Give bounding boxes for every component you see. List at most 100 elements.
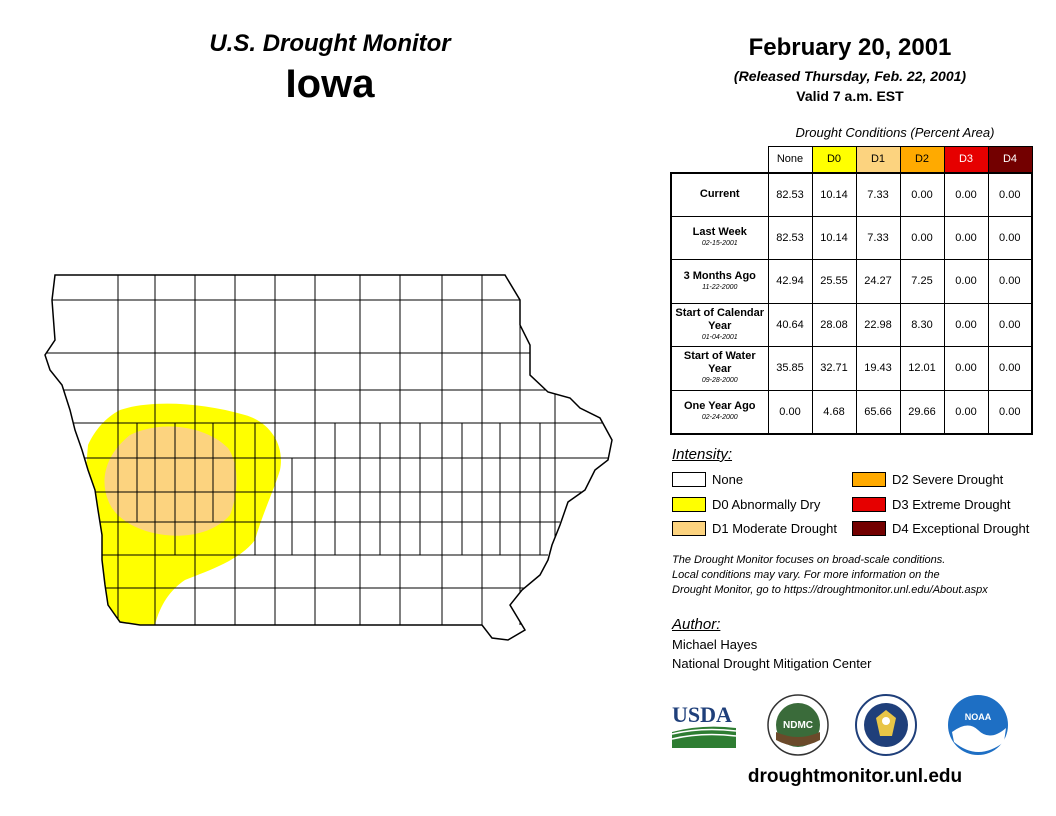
legend-swatch (672, 472, 706, 487)
legend-title: Intensity: (672, 446, 733, 463)
row-date: 02-24-2000 (701, 414, 738, 421)
author-name: Michael Hayes (672, 637, 758, 652)
row-date: 01-04-2001 (701, 333, 738, 341)
table-cell: 0.00 (987, 215, 1033, 260)
table-row: Current 82.53 10.14 7.33 0.00 0.00 0.00 (670, 171, 1033, 217)
county-lines (45, 275, 610, 625)
table-cell: 28.08 (811, 302, 857, 347)
legend-swatch (852, 521, 886, 536)
legend-item-d2: D2 Severe Drought (852, 472, 1003, 487)
commerce-seal-logo (855, 694, 917, 756)
table-row: Start of Calendar Year 01-04-2001 40.64 2… (670, 302, 1033, 347)
table-cell: 0.00 (943, 171, 989, 217)
table-cell: 25.55 (811, 259, 857, 304)
legend-swatch (852, 497, 886, 512)
table-cell: 65.66 (855, 389, 901, 435)
table-corner (671, 147, 768, 173)
table-cell: 0.00 (899, 171, 945, 217)
iowa-outline (44, 274, 613, 641)
table-cell: 40.64 (767, 302, 813, 347)
row-label: Last Week 02-15-2001 (670, 215, 769, 260)
d1-area (104, 426, 237, 536)
legend-item-d3: D3 Extreme Drought (852, 497, 1011, 512)
col-header-d3: D3 (943, 146, 989, 173)
legend-label: D1 Moderate Drought (712, 521, 838, 536)
table-cell: 7.33 (855, 171, 901, 217)
table-cell: 0.00 (987, 346, 1033, 391)
table-row: Start of Water Year 09-28-2000 35.85 32.7… (670, 346, 1033, 391)
row-label: Start of Calendar Year 01-04-2001 (670, 302, 769, 347)
table-cell: 82.53 (767, 215, 813, 260)
drought-conditions-table: None D0 D1 D2 D3 D4 Current 82.53 10.14 … (670, 146, 1033, 435)
table-cell: 22.98 (855, 302, 901, 347)
row-label: Start of Water Year 09-28-2000 (670, 346, 769, 391)
table-cell: 10.14 (811, 171, 857, 217)
table-cell: 7.25 (899, 259, 945, 304)
row-label: Current (670, 171, 769, 217)
row-date: 11-22-2000 (702, 283, 738, 291)
table-cell: 0.00 (767, 389, 813, 435)
noaa-logo: NOAA (948, 695, 1008, 755)
row-label: 3 Months Ago 11-22-2000 (670, 259, 769, 304)
table-cell: 19.43 (855, 346, 901, 391)
table-cell: 8.30 (899, 302, 945, 347)
col-header-d1: D1 (855, 146, 901, 173)
legend-swatch (672, 497, 706, 512)
site-url[interactable]: droughtmonitor.unl.edu (747, 766, 963, 787)
date-block: February 20, 2001 (Released Thursday, Fe… (700, 34, 1000, 104)
usda-logo: USDA (671, 702, 737, 748)
table-cell: 12.01 (899, 346, 945, 391)
legend-label: D0 Abnormally Dry (712, 497, 821, 512)
table-cell: 7.33 (855, 215, 901, 260)
row-label: One Year Ago 02-24-2000 (670, 389, 769, 435)
author-title: Author: (672, 616, 721, 633)
table-cell: 42.94 (767, 259, 813, 304)
legend-item-d4: D4 Exceptional Drought (852, 521, 1029, 536)
table-cell: 35.85 (767, 346, 813, 391)
table-cell: 0.00 (899, 215, 945, 260)
row-date: 09-28-2000 (701, 377, 738, 385)
legend-item-none: None (672, 472, 743, 487)
legend-item-d1: D1 Moderate Drought (672, 521, 837, 536)
noaa-logo-text: NOAA (965, 712, 992, 722)
col-header-d2: D2 (899, 146, 945, 173)
table-cell: 0.00 (943, 215, 989, 260)
legend-label: D3 Extreme Drought (892, 497, 1011, 512)
table-cell: 0.00 (987, 389, 1033, 435)
disclaimer: The Drought Monitor focuses on broad-sca… (672, 553, 1052, 598)
map-title-block: U.S. Drought Monitor Iowa (170, 30, 490, 107)
table-cell: 0.00 (943, 346, 989, 391)
table-cell: 0.00 (987, 302, 1033, 347)
ndmc-logo-text: NDMC (783, 720, 813, 731)
table-header-row: None D0 D1 D2 D3 D4 (671, 146, 1033, 173)
legend-item-d0: D0 Abnormally Dry (672, 497, 820, 512)
table-cell: 29.66 (899, 389, 945, 435)
disclaimer-line: Local conditions may vary. For more info… (672, 569, 940, 581)
legend-label: None (712, 472, 744, 487)
map-date: February 20, 2001 (748, 34, 952, 61)
release-date: (Released Thursday, Feb. 22, 2001) (733, 68, 967, 84)
table-row: Last Week 02-15-2001 82.53 10.14 7.33 0.0… (670, 215, 1033, 260)
table-cell: 0.00 (943, 302, 989, 347)
map-title: U.S. Drought Monitor (209, 30, 451, 57)
table-cell: 32.71 (811, 346, 857, 391)
legend-swatch (672, 521, 706, 536)
table-row: One Year Ago 02-24-2000 0.00 4.68 65.66 2… (670, 389, 1033, 435)
partner-logos: USDA NDMC NOAA (671, 694, 1008, 756)
table-cell: 4.68 (811, 389, 857, 435)
table-cell: 82.53 (767, 171, 813, 217)
valid-time: Valid 7 a.m. EST (796, 88, 904, 104)
table-row: 3 Months Ago 11-22-2000 42.94 25.55 24.27… (670, 259, 1033, 304)
legend-swatch (852, 472, 886, 487)
ndmc-logo: NDMC (767, 694, 829, 756)
disclaimer-line: Drought Monitor, go to https://droughtmo… (672, 584, 988, 596)
disclaimer-line: The Drought Monitor focuses on broad-sca… (672, 554, 946, 566)
conditions-title: Drought Conditions (Percent Area) (795, 125, 995, 140)
legend-label: D2 Severe Drought (892, 472, 1004, 487)
author-org: National Drought Mitigation Center (672, 656, 872, 671)
table-cell: 0.00 (987, 171, 1033, 217)
legend-label: D4 Exceptional Drought (892, 521, 1030, 536)
state-name: Iowa (285, 62, 375, 106)
table-cell: 0.00 (987, 259, 1033, 304)
col-header-d0: D0 (811, 146, 857, 173)
